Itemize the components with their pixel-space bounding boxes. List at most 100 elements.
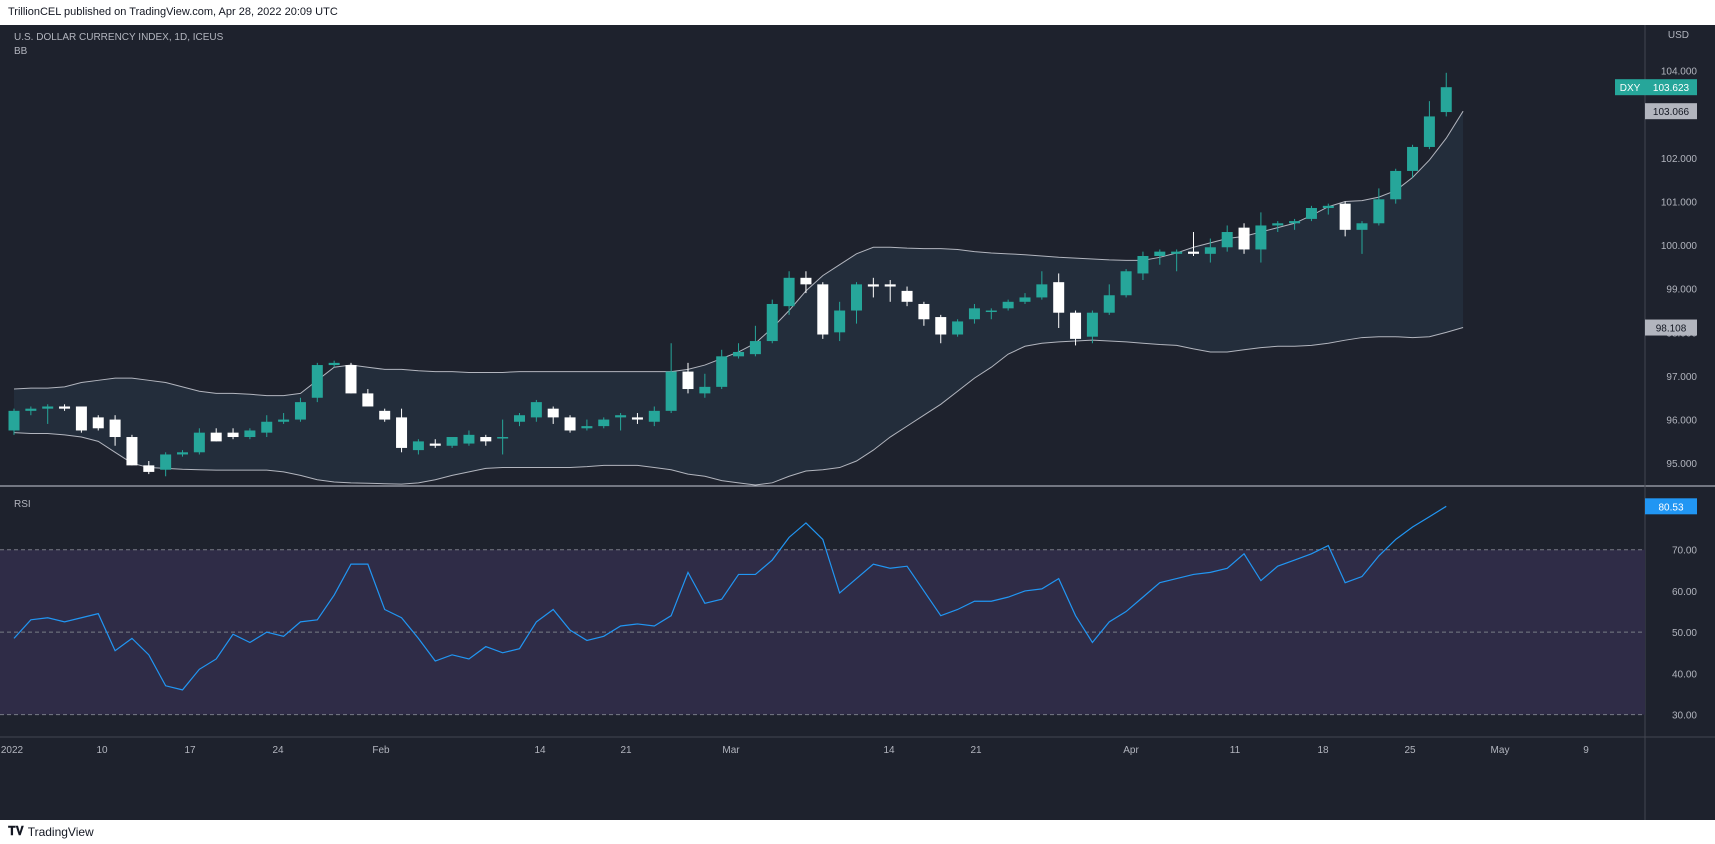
candle-body[interactable] — [1289, 221, 1301, 224]
candle-body[interactable] — [935, 317, 947, 335]
candle-body[interactable] — [530, 402, 542, 418]
candle-body[interactable] — [8, 410, 20, 431]
symbol-tag — [1615, 79, 1645, 96]
candle-body[interactable] — [463, 434, 475, 444]
chart-canvas[interactable]: 104.000103.000102.000101.000100.00099.00… — [0, 25, 1715, 820]
candle-body[interactable] — [901, 290, 913, 302]
candle-body[interactable] — [446, 437, 458, 446]
candle-body[interactable] — [615, 415, 627, 418]
candle-body[interactable] — [1373, 199, 1385, 224]
candle-body[interactable] — [631, 417, 643, 420]
candle-body[interactable] — [1238, 227, 1250, 250]
candle-body[interactable] — [227, 432, 239, 438]
candle-body[interactable] — [42, 406, 54, 409]
candle-body[interactable] — [328, 362, 340, 366]
candle-body[interactable] — [834, 310, 846, 333]
candle-body[interactable] — [1103, 295, 1115, 313]
candle-body[interactable] — [75, 406, 87, 431]
candle-body[interactable] — [1272, 223, 1284, 226]
candle-body[interactable] — [1188, 251, 1199, 254]
candle-body[interactable] — [244, 430, 256, 438]
candle-body[interactable] — [311, 365, 323, 398]
candle-body[interactable] — [294, 402, 306, 420]
candle-body[interactable] — [362, 393, 374, 407]
candle-body[interactable] — [1019, 297, 1031, 302]
candle-body[interactable] — [1255, 225, 1267, 250]
candle-body[interactable] — [412, 441, 424, 451]
time-tick-label: 18 — [1317, 745, 1329, 756]
candle-body[interactable] — [851, 284, 862, 311]
candle-body[interactable] — [396, 417, 408, 448]
candle-body[interactable] — [918, 303, 930, 320]
candle-body[interactable] — [581, 426, 593, 429]
candle-body[interactable] — [1036, 284, 1048, 298]
candle-body[interactable] — [126, 437, 138, 466]
candle-body[interactable] — [1390, 170, 1402, 200]
candle-body[interactable] — [598, 419, 610, 427]
candle-body[interactable] — [682, 371, 694, 390]
candle-body[interactable] — [1407, 146, 1419, 171]
candle-body[interactable] — [59, 406, 71, 409]
candle-body[interactable] — [968, 308, 980, 320]
candle-body[interactable] — [884, 284, 896, 287]
candle-body[interactable] — [1423, 116, 1435, 147]
candle-body[interactable] — [985, 310, 997, 313]
candle-body[interactable] — [480, 437, 492, 442]
candle-body[interactable] — [92, 417, 104, 429]
candle-body[interactable] — [817, 284, 829, 335]
candle-body[interactable] — [177, 452, 188, 455]
candle-body[interactable] — [783, 277, 795, 307]
candle-body[interactable] — [514, 415, 525, 422]
candle-body[interactable] — [1221, 232, 1233, 248]
candle-body[interactable] — [1154, 251, 1166, 256]
bollinger-band-fill — [14, 111, 1464, 486]
tradingview-brand[interactable]: 𝐓𝐕 TradingView — [8, 824, 94, 839]
candle-body[interactable] — [109, 419, 121, 438]
candle-body[interactable] — [1002, 301, 1014, 309]
candle-body[interactable] — [1120, 271, 1132, 296]
candle-body[interactable] — [278, 419, 290, 422]
candle-body[interactable] — [716, 356, 728, 387]
candle-body[interactable] — [800, 277, 812, 285]
candle-body[interactable] — [210, 432, 222, 442]
candle-body[interactable] — [1086, 312, 1098, 337]
candle-body[interactable] — [547, 408, 559, 418]
candle-body[interactable] — [952, 321, 964, 335]
rsi-value-tag — [1645, 498, 1697, 515]
candle-body[interactable] — [1440, 87, 1452, 113]
candle-body[interactable] — [1171, 251, 1183, 254]
candle-body[interactable] — [1339, 203, 1351, 230]
candle-body[interactable] — [867, 284, 879, 287]
candle-body[interactable] — [699, 386, 711, 394]
candle-body[interactable] — [749, 341, 761, 355]
candle-body[interactable] — [1137, 256, 1149, 274]
candle-body[interactable] — [379, 410, 391, 420]
price-tick-label: 95.000 — [1666, 459, 1697, 470]
candle-body[interactable] — [1070, 312, 1082, 339]
candle-body[interactable] — [261, 421, 273, 433]
time-tick-label: 17 — [184, 745, 196, 756]
brand-name: TradingView — [27, 824, 94, 839]
candle-body[interactable] — [1204, 247, 1216, 254]
price-tick-label: 99.000 — [1666, 285, 1697, 296]
publish-header: TrillionCEL published on TradingView.com… — [0, 0, 1715, 26]
candle-body[interactable] — [143, 465, 155, 472]
candle-body[interactable] — [1305, 208, 1317, 219]
candle-body[interactable] — [665, 371, 677, 411]
candle-body[interactable] — [193, 432, 205, 453]
candle-body[interactable] — [733, 351, 745, 357]
candle-body[interactable] — [497, 437, 509, 439]
candle-body[interactable] — [648, 410, 660, 422]
candle-body[interactable] — [1322, 205, 1334, 209]
rsi-tick-label: 30.00 — [1672, 711, 1697, 722]
candle-body[interactable] — [564, 417, 576, 431]
candle-body[interactable] — [766, 303, 778, 342]
candle-body[interactable] — [160, 454, 172, 470]
candle-body[interactable] — [429, 443, 441, 446]
candle-body[interactable] — [1356, 223, 1368, 230]
rsi-tick-label: 40.00 — [1672, 669, 1697, 680]
candle-body[interactable] — [345, 365, 357, 394]
candle-body[interactable] — [1053, 282, 1065, 313]
candle-body[interactable] — [25, 408, 37, 411]
time-tick-label: Mar — [722, 745, 740, 756]
